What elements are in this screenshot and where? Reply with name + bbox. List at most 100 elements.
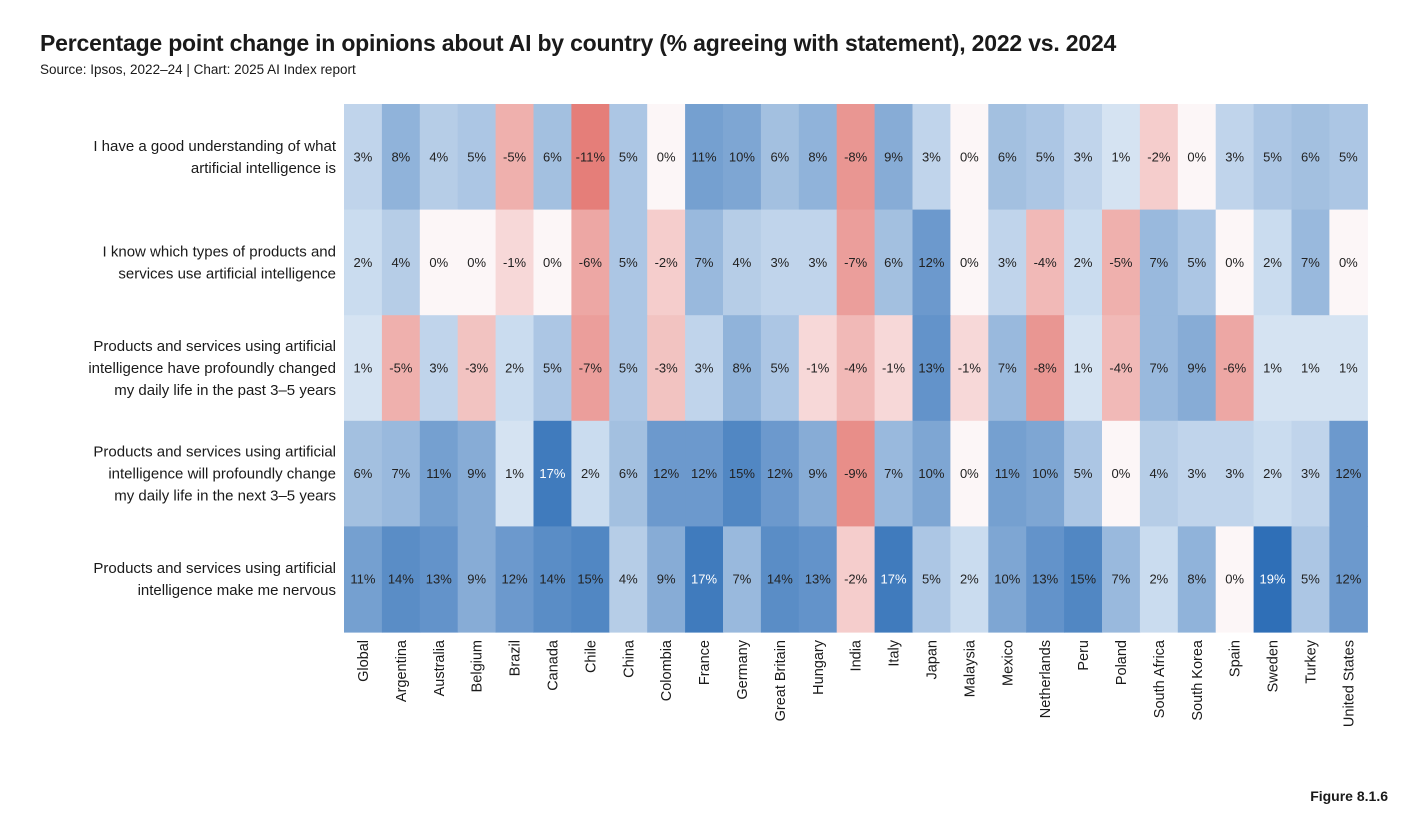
chart-subtitle: Source: Ipsos, 2022–24 | Chart: 2025 AI …: [40, 62, 356, 77]
heatmap-cell-label: 6%: [1301, 149, 1320, 164]
heatmap-cell-label: 13%: [1032, 572, 1058, 587]
heatmap-cell-label: 14%: [767, 572, 793, 587]
heatmap-cell: [723, 315, 762, 422]
heatmap-cell: [1329, 420, 1368, 527]
heatmap-cell: [798, 315, 838, 422]
heatmap-cell: [533, 209, 572, 316]
heatmap-cell: [950, 526, 989, 633]
heatmap-cell-label: 4%: [619, 572, 638, 587]
heatmap-cell: [1064, 420, 1103, 527]
heatmap-cell: [1253, 420, 1293, 527]
heatmap-cell-label: 2%: [1074, 255, 1093, 270]
heatmap-cell-label: 5%: [619, 255, 638, 270]
heatmap-cell: [760, 420, 800, 527]
heatmap-cell: [1026, 209, 1065, 316]
heatmap-cell: [1329, 526, 1368, 633]
heatmap-cell-label: 0%: [960, 466, 979, 481]
heatmap-cell-label: 4%: [1149, 466, 1168, 481]
heatmap-cell-label: 2%: [1263, 255, 1282, 270]
heatmap-cell-label: -8%: [844, 149, 868, 164]
heatmap-cell: [874, 315, 914, 422]
heatmap-cell: [647, 209, 686, 316]
heatmap-cell: [912, 209, 951, 316]
heatmap-cell: [571, 104, 610, 211]
heatmap-cell: [1064, 104, 1103, 211]
column-label: United States: [1341, 640, 1357, 727]
heatmap-cell: [533, 526, 572, 633]
heatmap-cell: [495, 209, 535, 316]
heatmap-cell-label: 6%: [770, 149, 789, 164]
heatmap-cell-label: 3%: [1074, 149, 1093, 164]
heatmap-cell-label: 6%: [543, 149, 562, 164]
heatmap-cell-label: 0%: [1225, 572, 1244, 587]
heatmap-cell: [1215, 315, 1255, 422]
column-label: Great Britain: [773, 640, 789, 721]
heatmap-cell-label: -2%: [1147, 149, 1171, 164]
row-label: I know which types of products and servic…: [103, 243, 336, 282]
heatmap-cell: [1139, 209, 1179, 316]
heatmap-cell: [1102, 315, 1141, 422]
heatmap-cell-label: 1%: [505, 466, 524, 481]
heatmap-cell-label: 5%: [1339, 149, 1358, 164]
heatmap-cell-label: 2%: [354, 255, 373, 270]
heatmap-cell-label: 12%: [1335, 572, 1361, 587]
heatmap-cell: [685, 104, 724, 211]
heatmap-cell: [1026, 315, 1065, 422]
heatmap-cell-label: 11%: [426, 466, 451, 481]
column-label: South Africa: [1152, 639, 1168, 718]
heatmap-cell: [571, 526, 610, 633]
heatmap-cell-label: -1%: [882, 361, 906, 376]
heatmap-cell-label: 17%: [691, 572, 717, 587]
heatmap-cell: [609, 526, 648, 633]
heatmap-cell: [836, 209, 876, 316]
heatmap-cell-label: 2%: [960, 572, 979, 587]
heatmap-cell: [344, 209, 383, 316]
heatmap-cell-label: -4%: [1034, 255, 1058, 270]
heatmap-cell-label: 17%: [539, 466, 565, 481]
heatmap-cell: [1102, 104, 1141, 211]
heatmap-cell-label: 4%: [391, 255, 410, 270]
heatmap-cell-label: 5%: [1074, 466, 1093, 481]
heatmap-cell: [609, 104, 648, 211]
heatmap-cell: [381, 420, 421, 527]
column-label: Canada: [545, 639, 561, 691]
heatmap-cell: [723, 209, 762, 316]
heatmap-cell: [685, 315, 724, 422]
heatmap-cell: [457, 104, 497, 211]
heatmap-cell-label: -6%: [579, 255, 603, 270]
heatmap-cell: [419, 526, 459, 633]
heatmap-cell: [760, 315, 800, 422]
heatmap-cell-label: -7%: [579, 361, 603, 376]
heatmap-cell-label: 2%: [1263, 466, 1282, 481]
heatmap-cell-label: 5%: [922, 572, 941, 587]
heatmap-cell: [685, 526, 724, 633]
heatmap-cell: [1291, 209, 1330, 316]
heatmap-cell: [950, 315, 989, 422]
column-label: Brazil: [508, 640, 524, 676]
heatmap-cell: [344, 420, 383, 527]
heatmap-cell: [1291, 526, 1330, 633]
heatmap-cell-label: 2%: [1149, 572, 1168, 587]
column-label: Poland: [1114, 640, 1130, 685]
heatmap-cell-label: 13%: [918, 361, 944, 376]
heatmap-cell: [1215, 209, 1255, 316]
heatmap-cell-label: 5%: [1036, 149, 1055, 164]
heatmap-cell-label: 3%: [808, 255, 827, 270]
heatmap-cell: [685, 209, 724, 316]
heatmap-cell-label: 2%: [581, 466, 600, 481]
heatmap-cell: [1253, 315, 1293, 422]
heatmap-cell: [1139, 104, 1179, 211]
heatmap-cell: [1139, 315, 1179, 422]
heatmap-cell-label: 3%: [1187, 466, 1206, 481]
column-label: Global: [356, 640, 372, 682]
heatmap-cell: [457, 420, 497, 527]
heatmap-cell-label: 8%: [808, 149, 827, 164]
heatmap-cell-label: -9%: [844, 466, 868, 481]
column-label: China: [621, 639, 637, 678]
heatmap-cell: [1215, 104, 1255, 211]
heatmap-cell-label: 12%: [1335, 466, 1361, 481]
heatmap-cell: [1177, 526, 1217, 633]
heatmap-cell-label: -6%: [1223, 361, 1247, 376]
heatmap-cell: [760, 526, 800, 633]
heatmap-cell-label: 3%: [1225, 149, 1244, 164]
